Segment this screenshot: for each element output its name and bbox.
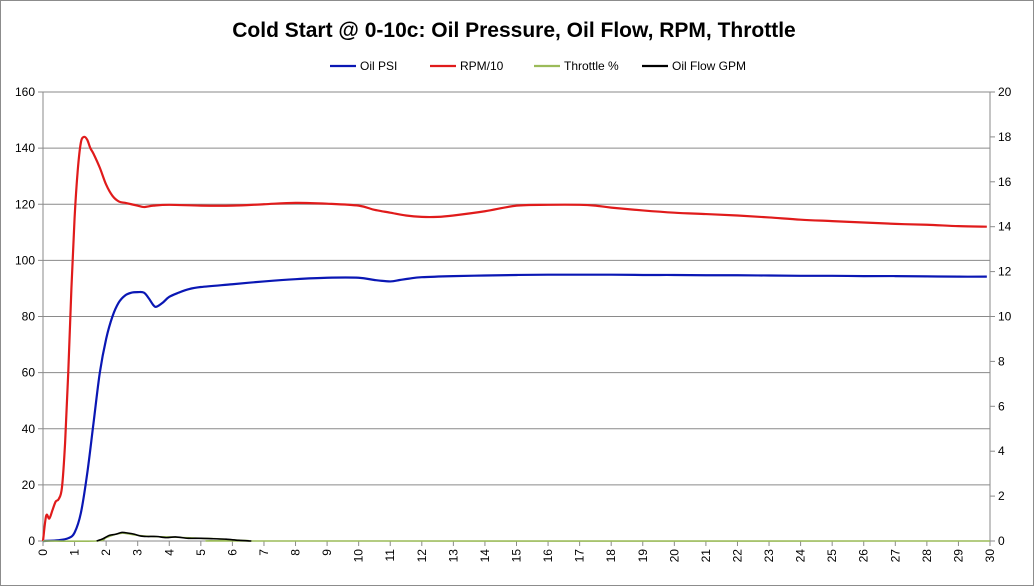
- y2-tick-label-4: 8: [998, 354, 1005, 368]
- y-tick-label-3: 60: [22, 366, 36, 380]
- x-tick-label-25: 25: [825, 549, 839, 563]
- x-tick-label-28: 28: [920, 549, 934, 563]
- x-tick-label-11: 11: [383, 549, 397, 562]
- legend: Oil PSI RPM/10 Throttle % Oil Flow GPM: [330, 59, 746, 73]
- x-tick-label-5: 5: [194, 549, 208, 556]
- x-tick-label-18: 18: [604, 549, 618, 563]
- legend-label-oil-flow-gpm: Oil Flow GPM: [672, 59, 746, 73]
- x-tick-label-16: 16: [541, 549, 555, 563]
- x-tick-label-3: 3: [131, 549, 145, 556]
- legend-label-rpm-10: RPM/10: [460, 59, 504, 73]
- x-tick-label-2: 2: [99, 549, 113, 556]
- x-tick-label-1: 1: [68, 549, 82, 556]
- y2-tick-label-0: 0: [998, 534, 1005, 548]
- series-line-rpm-10: [41, 135, 987, 542]
- x-tick-label-17: 17: [573, 549, 587, 563]
- y2-tick-label-8: 16: [998, 175, 1012, 189]
- x-tick-label-8: 8: [289, 549, 303, 556]
- legend-label-oil-psi: Oil PSI: [360, 59, 397, 73]
- legend-label-throttle: Throttle %: [564, 59, 619, 73]
- y-tick-label-5: 100: [15, 253, 35, 267]
- x-tick-label-23: 23: [762, 549, 776, 563]
- x-tick-label-15: 15: [510, 549, 524, 563]
- y-tick-label-0: 0: [28, 534, 35, 548]
- y2-tick-label-9: 18: [998, 130, 1012, 144]
- x-tick-label-24: 24: [794, 549, 808, 563]
- chart-title: Cold Start @ 0-10c: Oil Pressure, Oil Fl…: [232, 19, 795, 42]
- x-tick-label-7: 7: [257, 549, 271, 556]
- x-tick-label-22: 22: [730, 549, 744, 563]
- y2-tick-label-6: 12: [998, 265, 1012, 279]
- x-tick-label-0: 0: [36, 549, 50, 556]
- x-tick-label-26: 26: [857, 549, 871, 563]
- y2-tick-label-7: 14: [998, 220, 1012, 234]
- x-tick-label-19: 19: [636, 549, 650, 563]
- series-line-oil-psi: [42, 273, 987, 543]
- x-tick-label-21: 21: [699, 549, 713, 563]
- y2-tick-label-3: 6: [998, 399, 1005, 413]
- gridlines: [43, 91, 990, 486]
- x-tick-label-29: 29: [951, 549, 965, 563]
- x-tick-label-6: 6: [225, 549, 239, 556]
- y-tick-label-1: 20: [22, 478, 36, 492]
- series-layer: [41, 135, 991, 543]
- y-tick-label-4: 80: [22, 310, 36, 324]
- y-tick-label-7: 140: [15, 141, 35, 155]
- y2-tick-label-1: 2: [998, 489, 1005, 503]
- x-tick-label-30: 30: [983, 549, 997, 563]
- x-tick-label-27: 27: [888, 549, 902, 563]
- x-tick-label-9: 9: [320, 549, 334, 556]
- y2-tick-label-2: 4: [998, 444, 1005, 458]
- y-tick-label-6: 120: [15, 197, 35, 211]
- series-line-oil-flow-gpm: [96, 531, 252, 542]
- x-tick-label-4: 4: [162, 549, 176, 556]
- x-tick-label-20: 20: [667, 549, 681, 563]
- x-tick-label-14: 14: [478, 549, 492, 563]
- y2-tick-label-10: 20: [998, 85, 1012, 99]
- x-tick-label-13: 13: [446, 549, 460, 563]
- y-tick-label-8: 160: [15, 85, 35, 99]
- y-tick-label-2: 40: [22, 422, 36, 436]
- x-tick-label-12: 12: [415, 549, 429, 563]
- x-tick-label-10: 10: [352, 549, 366, 563]
- y2-tick-label-5: 10: [998, 310, 1012, 324]
